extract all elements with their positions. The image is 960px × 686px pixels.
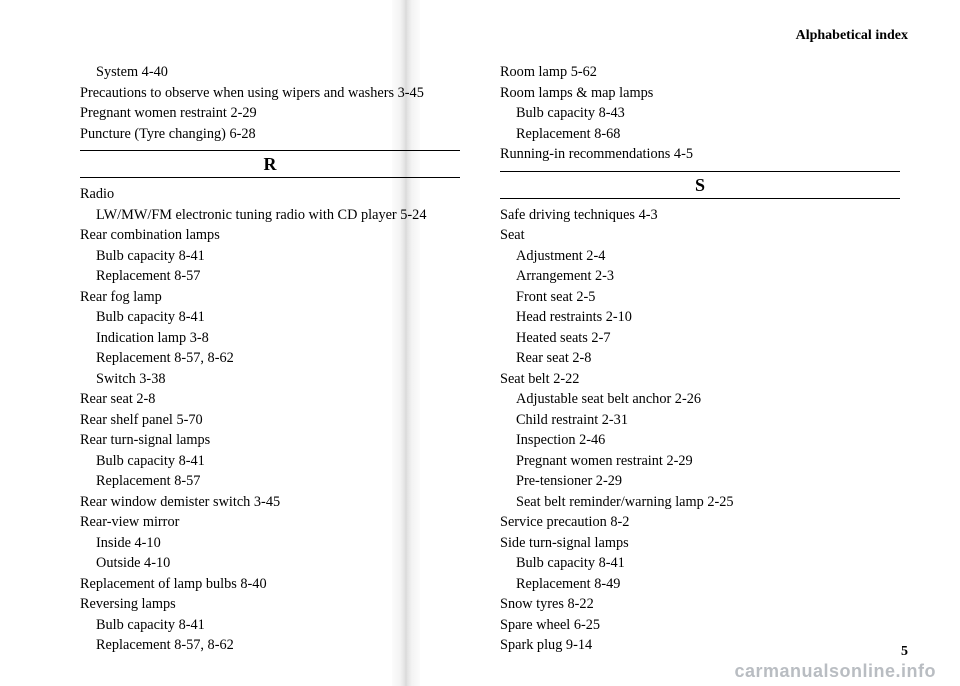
index-entry: Replacement 8-68 — [500, 124, 900, 145]
left-column: System 4-40Precautions to observe when u… — [80, 0, 460, 686]
section-rule-bottom — [500, 198, 900, 199]
index-entry: Rear seat 2-8 — [80, 389, 460, 410]
index-entry: Spare wheel 6-25 — [500, 615, 900, 636]
index-entry: Replacement of lamp bulbs 8-40 — [80, 574, 460, 595]
index-entry: Pregnant women restraint 2-29 — [500, 451, 900, 472]
index-entry: Child restraint 2-31 — [500, 410, 900, 431]
section-letter: S — [500, 174, 900, 196]
index-entry: Head restraints 2-10 — [500, 307, 900, 328]
index-entry: Bulb capacity 8-41 — [80, 451, 460, 472]
index-entry: Rear-view mirror — [80, 512, 460, 533]
index-entry: Rear combination lamps — [80, 225, 460, 246]
index-entry: Spark plug 9-14 — [500, 635, 900, 656]
index-entry: Side turn-signal lamps — [500, 533, 900, 554]
index-entry: Arrangement 2-3 — [500, 266, 900, 287]
index-entry: Snow tyres 8-22 — [500, 594, 900, 615]
index-entry: Bulb capacity 8-41 — [80, 246, 460, 267]
index-entry: Inside 4-10 — [80, 533, 460, 554]
index-entry: Replacement 8-57, 8-62 — [80, 348, 460, 369]
index-entry: Outside 4-10 — [80, 553, 460, 574]
index-entry: Rear shelf panel 5-70 — [80, 410, 460, 431]
index-entry: Replacement 8-49 — [500, 574, 900, 595]
index-entry: Service precaution 8-2 — [500, 512, 900, 533]
index-entry: Precautions to observe when using wipers… — [80, 83, 460, 104]
index-entry: Safe driving techniques 4-3 — [500, 205, 900, 226]
index-entry: Indication lamp 3-8 — [80, 328, 460, 349]
index-entry: Running-in recommendations 4-5 — [500, 144, 900, 165]
index-entry: Rear fog lamp — [80, 287, 460, 308]
index-entry: Inspection 2-46 — [500, 430, 900, 451]
section-letter: R — [80, 153, 460, 175]
index-entry: Rear seat 2-8 — [500, 348, 900, 369]
index-entry: Bulb capacity 8-41 — [500, 553, 900, 574]
index-entry: Bulb capacity 8-41 — [80, 615, 460, 636]
index-entry: Switch 3-38 — [80, 369, 460, 390]
index-entry: Room lamp 5-62 — [500, 62, 900, 83]
section-rule-top — [80, 150, 460, 151]
section-heading-r: R — [80, 150, 460, 178]
index-entry: Replacement 8-57 — [80, 266, 460, 287]
index-entry: Replacement 8-57 — [80, 471, 460, 492]
index-entry: Puncture (Tyre changing) 6-28 — [80, 124, 460, 145]
index-entry: LW/MW/FM electronic tuning radio with CD… — [80, 205, 460, 226]
index-entry: Bulb capacity 8-43 — [500, 103, 900, 124]
index-entry: Pregnant women restraint 2-29 — [80, 103, 460, 124]
index-entry: System 4-40 — [80, 62, 460, 83]
page-number: 5 — [901, 644, 908, 660]
index-entry: Seat — [500, 225, 900, 246]
watermark: carmanualsonline.info — [734, 661, 936, 682]
index-entry: Replacement 8-57, 8-62 — [80, 635, 460, 656]
index-entry: Reversing lamps — [80, 594, 460, 615]
section-rule-top — [500, 171, 900, 172]
index-entry: Rear turn-signal lamps — [80, 430, 460, 451]
index-entry: Bulb capacity 8-41 — [80, 307, 460, 328]
index-entry: Seat belt reminder/warning lamp 2-25 — [500, 492, 900, 513]
index-entry: Adjustable seat belt anchor 2-26 — [500, 389, 900, 410]
index-entry: Room lamps & map lamps — [500, 83, 900, 104]
index-entry: Heated seats 2-7 — [500, 328, 900, 349]
index-entry: Radio — [80, 184, 460, 205]
section-rule-bottom — [80, 177, 460, 178]
section-heading-s: S — [500, 171, 900, 199]
right-column: Room lamp 5-62Room lamps & map lampsBulb… — [500, 0, 900, 686]
index-entry: Rear window demister switch 3-45 — [80, 492, 460, 513]
index-entry: Adjustment 2-4 — [500, 246, 900, 267]
index-entry: Pre-tensioner 2-29 — [500, 471, 900, 492]
index-entry: Front seat 2-5 — [500, 287, 900, 308]
index-entry: Seat belt 2-22 — [500, 369, 900, 390]
